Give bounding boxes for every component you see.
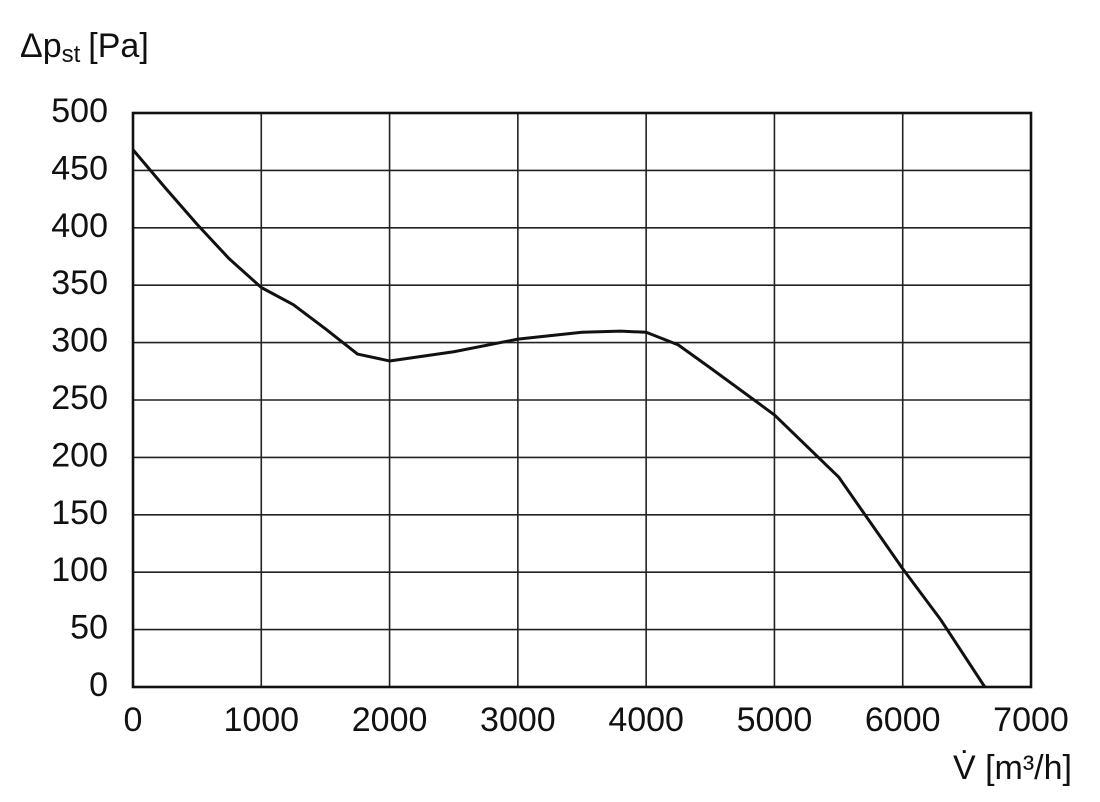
x-tick-label: 1000	[223, 701, 299, 739]
x-tick-label: 0	[124, 701, 143, 739]
x-tick-label: 7000	[993, 701, 1069, 739]
y-tick-label: 350	[51, 264, 108, 302]
x-tick-label: 3000	[480, 701, 556, 739]
y-tick-label: 500	[51, 92, 108, 130]
plot-frame	[131, 111, 1033, 689]
y-tick-label: 250	[51, 379, 108, 417]
y-tick-label: 50	[70, 609, 108, 647]
y-axis-label: Δpst [Pa]	[20, 27, 149, 68]
y-tick-label: 200	[51, 436, 108, 474]
y-tick-label: 100	[51, 551, 108, 589]
y-tick-label: 0	[89, 666, 108, 704]
x-tick-label: 4000	[608, 701, 684, 739]
y-tick-label: 150	[51, 494, 108, 532]
y-tick-label: 300	[51, 322, 108, 360]
x-axis-label: V̇ [m³/h]	[953, 749, 1072, 787]
y-tick-label: 400	[51, 207, 108, 245]
x-tick-label: 6000	[865, 701, 941, 739]
curve	[131, 148, 987, 688]
x-tick-label: 5000	[737, 701, 813, 739]
y-label-main: Δp	[20, 27, 62, 65]
x-tick-label: 2000	[352, 701, 428, 739]
y-label-sub: st	[62, 41, 81, 68]
y-tick-label: 450	[51, 149, 108, 187]
y-label-unit: [Pa]	[88, 27, 148, 65]
